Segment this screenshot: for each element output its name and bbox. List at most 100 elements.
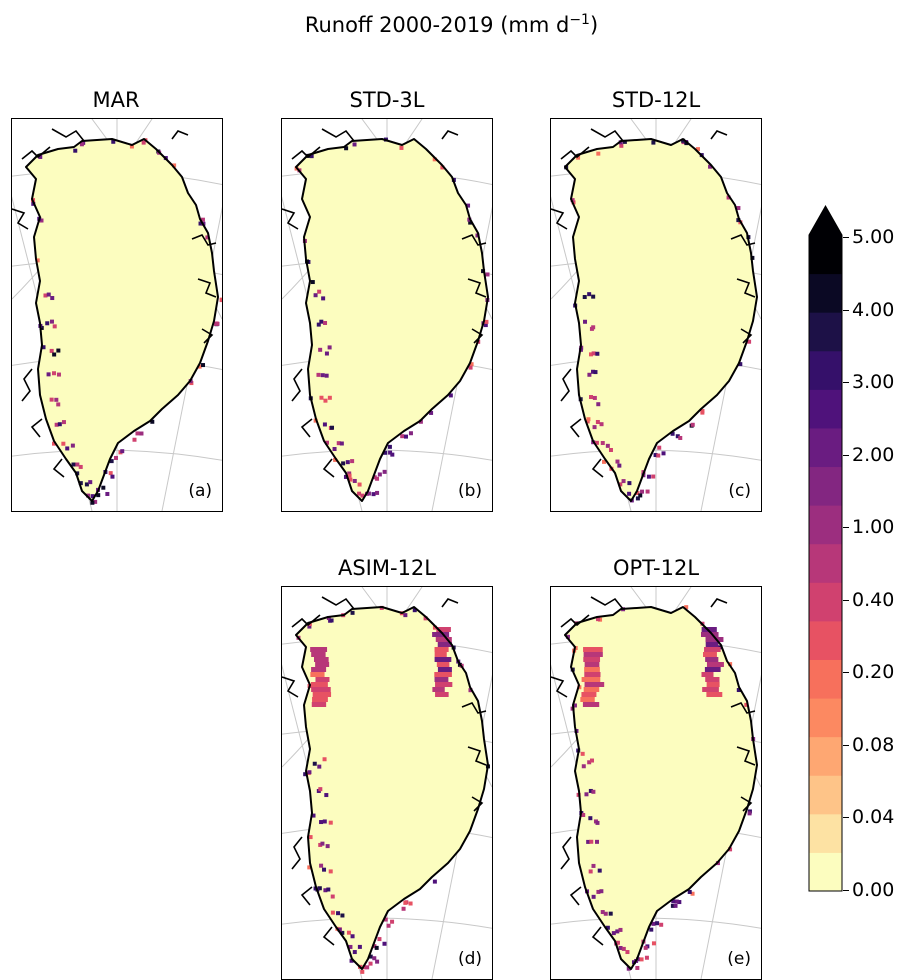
- runoff-cell: [651, 941, 656, 946]
- runoff-cell: [150, 419, 155, 424]
- runoff-cell: [322, 422, 327, 427]
- colorbar-segment: [809, 813, 842, 853]
- runoff-cell: [432, 632, 450, 637]
- runoff-cell: [213, 321, 218, 326]
- greenland-map: [12, 119, 222, 511]
- coastline-fragment: [300, 886, 313, 906]
- runoff-cell: [744, 702, 749, 707]
- runoff-cell: [46, 372, 51, 377]
- runoff-cell: [375, 476, 380, 481]
- runoff-cell: [585, 419, 590, 424]
- runoff-cell: [687, 889, 692, 894]
- runoff-cell: [621, 946, 626, 951]
- runoff-cell: [584, 682, 605, 687]
- coastline-fragment: [201, 328, 214, 344]
- runoff-cell: [432, 879, 437, 884]
- runoff-cell: [57, 422, 62, 427]
- runoff-cell: [591, 789, 596, 794]
- runoff-cell: [319, 820, 324, 825]
- runoff-cell: [309, 154, 314, 159]
- runoff-cell: [313, 657, 329, 662]
- runoff-cell: [346, 930, 351, 935]
- runoff-cell: [120, 449, 125, 454]
- coastline-fragment: [291, 368, 303, 402]
- runoff-cell: [600, 441, 605, 446]
- runoff-cell: [572, 703, 577, 708]
- panel-letter: (e): [727, 949, 751, 969]
- coastline-fragment: [710, 598, 728, 608]
- coastline-fragment: [710, 130, 728, 140]
- colorbar-segment: [809, 852, 842, 892]
- runoff-cell: [371, 492, 376, 497]
- runoff-cell: [324, 440, 329, 445]
- runoff-cell: [322, 819, 327, 824]
- colorbar: [808, 205, 843, 892]
- runoff-cell: [311, 667, 327, 672]
- colorbar-segment: [809, 466, 842, 506]
- runoff-cell: [311, 687, 331, 692]
- runoff-cell: [96, 493, 101, 498]
- colorbar-segment: [809, 389, 842, 429]
- runoff-cell: [584, 667, 600, 672]
- runoff-cell: [113, 455, 118, 460]
- runoff-cell: [350, 934, 355, 939]
- runoff-cell: [592, 395, 597, 400]
- runoff-cell: [132, 437, 137, 442]
- runoff-cell: [605, 925, 610, 930]
- panel-title-std12l: STD-12L: [611, 88, 701, 112]
- colorbar-segment: [809, 427, 842, 468]
- runoff-cell: [589, 395, 594, 400]
- runoff-cell: [586, 417, 591, 422]
- runoff-cell: [368, 954, 373, 959]
- runoff-cell: [591, 863, 596, 868]
- runoff-cell: [434, 677, 449, 682]
- runoff-cell: [101, 485, 106, 490]
- runoff-cell: [592, 425, 597, 430]
- runoff-cell: [319, 395, 324, 400]
- runoff-cell: [580, 697, 595, 702]
- runoff-cell: [681, 138, 686, 143]
- panel-title-asim12l: ASIM-12L: [337, 556, 436, 580]
- ice-sheet-area: [296, 139, 488, 501]
- panel-title-mar: MAR: [92, 88, 140, 112]
- coastline-fragment: [441, 130, 459, 140]
- runoff-cell: [310, 647, 328, 652]
- runoff-cell: [408, 431, 413, 436]
- runoff-cell: [172, 163, 177, 168]
- runoff-cell: [329, 618, 334, 623]
- runoff-cell: [52, 371, 57, 376]
- runoff-cell: [360, 969, 365, 974]
- coastline-fragment: [30, 418, 43, 438]
- coastline-fragment: [197, 278, 217, 298]
- runoff-cell: [587, 760, 592, 765]
- runoff-cell: [52, 324, 57, 329]
- runoff-cell: [312, 697, 328, 702]
- runoff-cell: [46, 292, 51, 297]
- runoff-cell: [362, 965, 367, 970]
- runoff-cell: [657, 445, 662, 450]
- runoff-cell: [197, 364, 202, 369]
- runoff-cell: [70, 443, 75, 448]
- runoff-cell: [412, 608, 417, 613]
- coastline-fragment: [467, 278, 487, 298]
- runoff-cell: [706, 692, 723, 697]
- runoff-cell: [320, 841, 325, 846]
- runoff-cell: [619, 143, 624, 148]
- runoff-cell: [608, 447, 613, 452]
- runoff-cell: [639, 957, 644, 962]
- runoff-cell: [728, 847, 733, 852]
- runoff-cell: [655, 921, 660, 926]
- runoff-cell: [589, 758, 594, 763]
- runoff-cell: [596, 402, 601, 407]
- runoff-cell: [591, 325, 596, 330]
- runoff-cell: [312, 761, 317, 766]
- runoff-cell: [307, 770, 312, 775]
- colorbar-segment: [809, 698, 842, 738]
- runoff-cell: [627, 481, 632, 486]
- runoff-cell: [581, 677, 601, 682]
- runoff-cell: [347, 473, 352, 478]
- runoff-cell: [78, 464, 83, 469]
- ice-sheet-area: [296, 607, 488, 969]
- runoff-cell: [198, 221, 203, 226]
- runoff-cell: [651, 474, 656, 479]
